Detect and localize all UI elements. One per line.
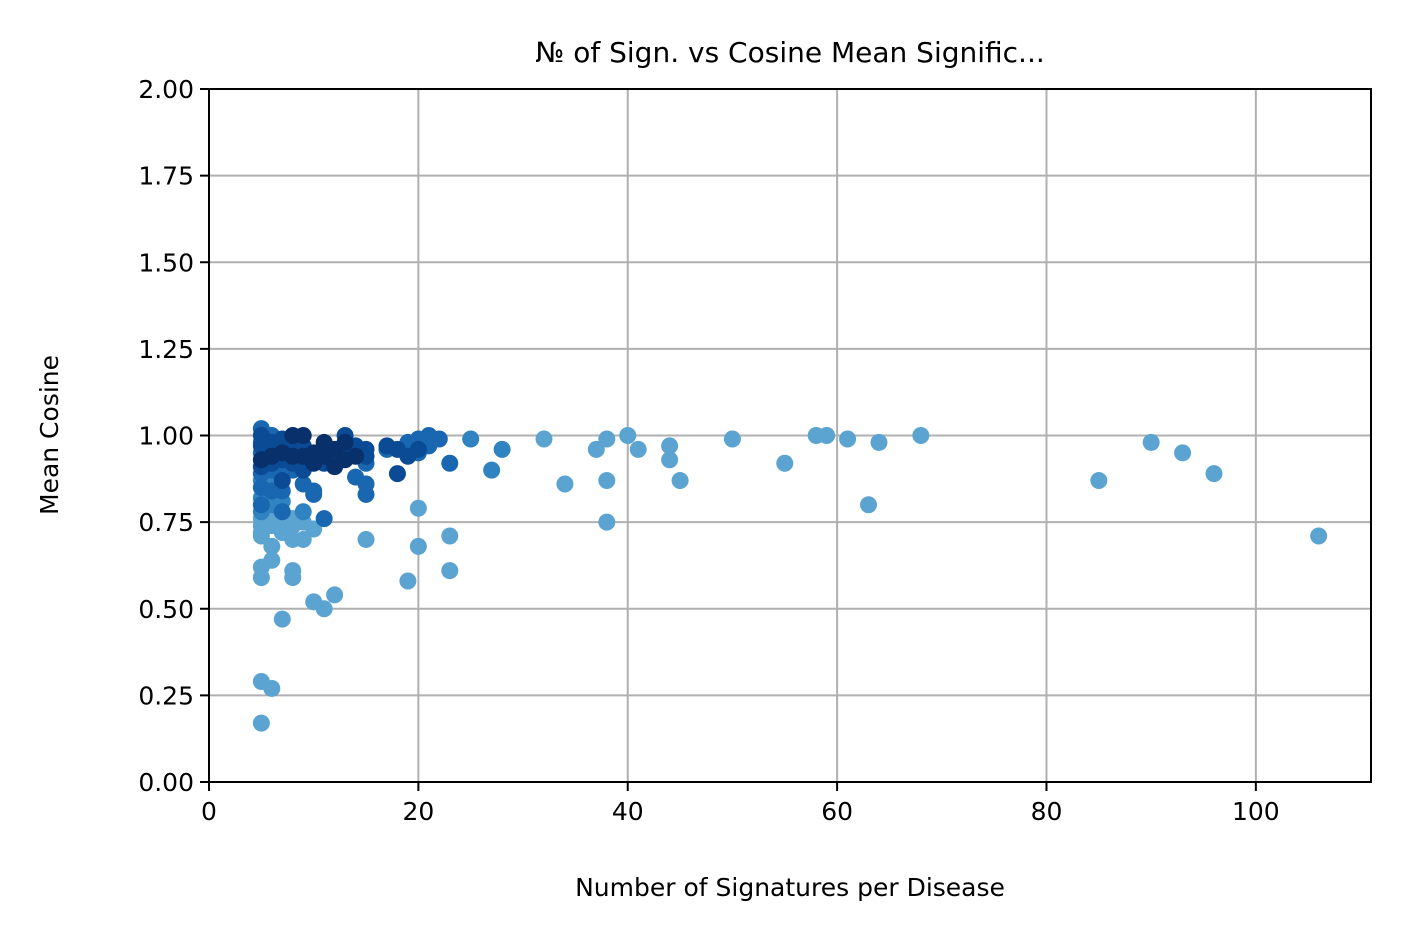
data-point <box>671 472 689 490</box>
y-tick-label: 2.00 <box>138 75 194 104</box>
data-point <box>315 510 333 528</box>
data-point <box>598 472 616 490</box>
y-tick-label: 0.50 <box>138 595 194 624</box>
data-point <box>294 530 312 548</box>
data-point <box>661 437 679 455</box>
data-point <box>399 572 417 590</box>
data-point <box>294 503 312 521</box>
x-tick-label: 0 <box>201 797 217 826</box>
x-tick-label: 100 <box>1232 797 1280 826</box>
x-tick-label: 60 <box>821 797 853 826</box>
y-tick-label: 1.00 <box>138 422 194 451</box>
data-point <box>409 499 427 517</box>
data-point <box>284 569 302 587</box>
data-point <box>483 461 501 479</box>
data-point <box>273 503 291 521</box>
data-point <box>587 440 605 458</box>
data-point <box>535 430 553 448</box>
data-point <box>441 527 459 545</box>
data-point <box>252 527 270 545</box>
grid-lines <box>208 88 1371 783</box>
data-point <box>1174 444 1192 462</box>
data-point <box>860 496 878 514</box>
x-tick-label: 80 <box>1031 797 1063 826</box>
data-point <box>629 440 647 458</box>
data-point <box>347 447 365 465</box>
data-point <box>326 586 344 604</box>
y-tick-label: 0.25 <box>138 681 194 710</box>
y-tick-label: 0.75 <box>138 508 194 537</box>
data-point <box>493 440 511 458</box>
chart-title: № of Sign. vs Cosine Mean Signific... <box>535 36 1045 69</box>
data-point <box>1310 527 1328 545</box>
data-point <box>357 530 375 548</box>
data-point <box>619 427 637 444</box>
data-point <box>357 485 375 503</box>
data-point <box>252 569 270 587</box>
y-tick-label: 0.00 <box>138 768 194 797</box>
data-point <box>263 679 281 697</box>
data-point <box>273 610 291 628</box>
y-axis-ticks: 0.00 0.25 0.50 0.75 1.00 1.25 1.50 1.75 2.00 <box>138 75 209 797</box>
data-point <box>263 551 281 569</box>
y-tick-label: 1.25 <box>138 335 194 364</box>
data-point <box>336 433 354 451</box>
data-point <box>598 430 616 448</box>
data-point <box>430 430 448 448</box>
data-point <box>870 433 888 451</box>
data-point <box>1142 433 1160 451</box>
data-point <box>252 496 270 514</box>
data-point <box>305 485 323 503</box>
data-point <box>315 600 333 618</box>
data-point <box>1205 465 1223 483</box>
data-point <box>839 430 857 448</box>
data-point <box>661 451 679 469</box>
data-point <box>273 472 291 490</box>
x-axis-ticks: 0 20 40 60 80 100 <box>201 782 1280 826</box>
y-tick-label: 1.50 <box>138 248 194 277</box>
x-tick-label: 20 <box>402 797 434 826</box>
data-point <box>598 513 616 531</box>
data-point <box>252 714 270 732</box>
data-points <box>252 420 1328 732</box>
x-tick-label: 40 <box>612 797 644 826</box>
data-point <box>556 475 574 493</box>
data-point <box>409 537 427 555</box>
y-axis-label: Mean Cosine <box>35 355 64 515</box>
y-tick-label: 1.75 <box>138 162 194 191</box>
data-point <box>305 520 323 538</box>
data-point <box>462 430 480 448</box>
data-point <box>388 465 406 483</box>
data-point <box>409 440 427 458</box>
data-point <box>1090 472 1108 490</box>
data-point <box>776 454 794 472</box>
data-point <box>294 427 312 444</box>
data-point <box>723 430 741 448</box>
x-axis-label: Number of Signatures per Disease <box>575 873 1005 902</box>
data-point <box>441 562 459 580</box>
data-point <box>441 454 459 472</box>
data-point <box>263 537 281 555</box>
data-point <box>818 427 836 444</box>
data-point <box>912 427 930 444</box>
